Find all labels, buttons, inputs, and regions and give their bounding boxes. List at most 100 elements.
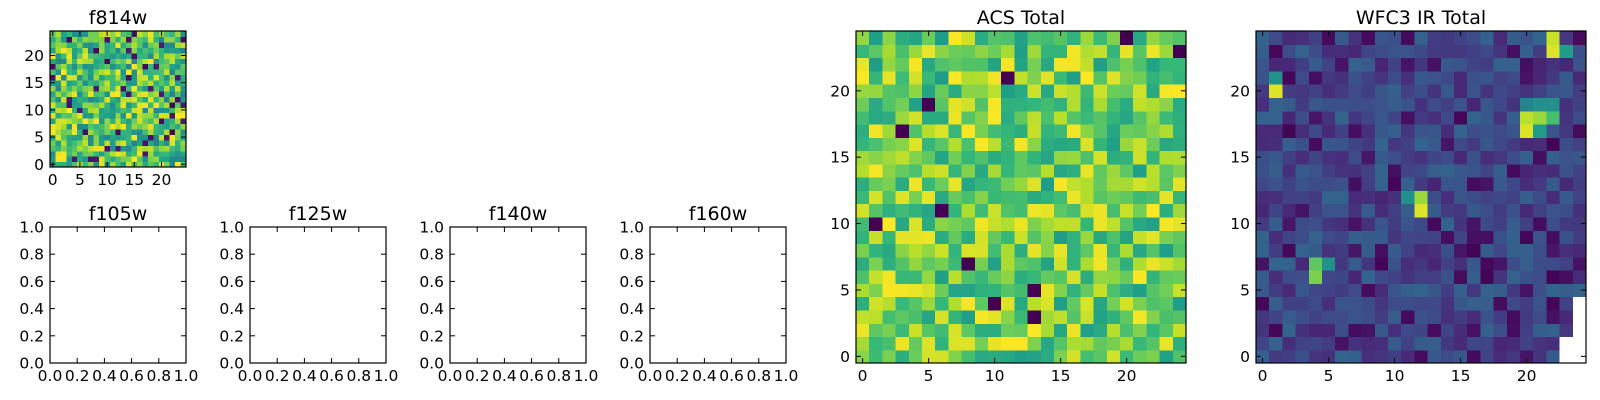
- heatmap-cell: [82, 118, 89, 125]
- heatmap-cell: [856, 150, 870, 165]
- heatmap-cell: [1520, 190, 1534, 205]
- heatmap-cell: [131, 156, 138, 163]
- heatmap-cell: [131, 79, 138, 86]
- heatmap-cell: [104, 79, 111, 86]
- heatmap-cell: [164, 31, 171, 38]
- heatmap-cell: [1159, 84, 1174, 98]
- subplot-title: f125w: [289, 203, 348, 225]
- heatmap-cell: [1146, 243, 1161, 258]
- heatmap-cell: [71, 101, 78, 108]
- heatmap-cell: [153, 31, 160, 38]
- x-tick-label: 0.2: [265, 367, 290, 385]
- heatmap-cell: [109, 58, 116, 65]
- heatmap-cell: [82, 52, 89, 59]
- y-tick-label: 0: [34, 156, 44, 174]
- heatmap-cell: [1146, 216, 1161, 231]
- heatmap-cell: [856, 110, 870, 125]
- heatmap-cell: [60, 123, 67, 130]
- heatmap-cell: [1572, 216, 1587, 231]
- heatmap-cell: [1467, 256, 1481, 271]
- heatmap-cell: [1467, 230, 1481, 245]
- heatmap-cell: [1374, 190, 1389, 205]
- y-tick-label: 5: [840, 281, 850, 299]
- x-tick-label: 10: [1385, 367, 1405, 385]
- heatmap-cell: [1014, 256, 1029, 271]
- heatmap-cell: [1480, 137, 1495, 152]
- heatmap-cell: [895, 309, 910, 324]
- heatmap-cell: [1467, 309, 1481, 324]
- heatmap-cell: [1493, 296, 1508, 311]
- x-tick-label: 0.0: [638, 367, 663, 385]
- heatmap-cell: [1282, 137, 1297, 152]
- heatmap-cell: [1308, 270, 1323, 284]
- heatmap-cell: [1546, 163, 1561, 178]
- heatmap-cell: [1440, 97, 1455, 112]
- heatmap-cell: [1093, 97, 1108, 112]
- heatmap-cell: [1001, 177, 1015, 191]
- heatmap-cell: [71, 79, 78, 86]
- heatmap-cell: [1388, 31, 1402, 45]
- heatmap-cell: [93, 118, 100, 125]
- heatmap-cell: [882, 216, 897, 231]
- heatmap-cell: [1014, 163, 1029, 178]
- heatmap-cell: [180, 85, 187, 92]
- heatmap-cell: [1001, 137, 1015, 152]
- heatmap-cell: [131, 96, 138, 103]
- heatmap-cell: [1159, 190, 1174, 205]
- heatmap-cell: [922, 243, 936, 258]
- heatmap-cell: [1080, 137, 1095, 152]
- heatmap-cell: [1454, 110, 1468, 125]
- heatmap-cell: [1282, 97, 1297, 112]
- heatmap-cell: [60, 139, 67, 146]
- heatmap-cell: [1172, 137, 1187, 152]
- heatmap-cell: [1159, 256, 1174, 271]
- heatmap-cell: [1067, 309, 1081, 324]
- heatmap-cell: [1506, 163, 1521, 178]
- heatmap-cell: [1295, 243, 1310, 258]
- heatmap-cell: [137, 85, 144, 92]
- heatmap-cell: [1282, 190, 1297, 205]
- heatmap-cell: [1335, 349, 1349, 364]
- heatmap-cell: [126, 101, 133, 108]
- heatmap-cell: [1427, 31, 1442, 45]
- heatmap-cell: [1572, 123, 1587, 138]
- heatmap-cell: [922, 203, 936, 218]
- heatmap-cell: [1014, 203, 1029, 218]
- heatmap-cell: [1506, 31, 1521, 45]
- heatmap-cell: [153, 69, 160, 76]
- heatmap-cell: [93, 96, 100, 103]
- heatmap-cell: [1040, 57, 1055, 72]
- heatmap-cell: [856, 216, 870, 231]
- heatmap-cell: [153, 134, 160, 141]
- heatmap-cell: [1335, 137, 1349, 152]
- y-tick-label: 0.0: [19, 355, 44, 373]
- heatmap-cell: [1388, 123, 1402, 138]
- heatmap-cell: [1295, 150, 1310, 165]
- heatmap-cell: [1335, 84, 1349, 98]
- heatmap-cell: [147, 47, 154, 54]
- x-tick-label: 1.0: [374, 367, 399, 385]
- heatmap-cell: [1120, 283, 1134, 298]
- heatmap-cell: [164, 96, 171, 103]
- heatmap-cell: [1467, 31, 1481, 45]
- heatmap-cell: [164, 101, 171, 108]
- heatmap-cell: [1146, 283, 1161, 298]
- heatmap-cell: [142, 123, 149, 130]
- heatmap-cell: [1348, 216, 1363, 231]
- heatmap-cell: [104, 112, 111, 119]
- heatmap-cell: [1146, 123, 1161, 138]
- heatmap-cell: [908, 336, 923, 351]
- heatmap-cell: [1027, 256, 1042, 271]
- heatmap-cell: [1133, 177, 1147, 191]
- heatmap-cell: [948, 270, 963, 284]
- heatmap-cell: [82, 90, 89, 97]
- heatmap-cell: [142, 41, 149, 48]
- heatmap-cell: [1388, 309, 1402, 324]
- heatmap-cell: [1440, 150, 1455, 165]
- heatmap-cell: [131, 63, 138, 70]
- heatmap-cell: [126, 145, 133, 152]
- heatmap-cell: [77, 85, 84, 92]
- heatmap-cell: [1269, 230, 1283, 245]
- heatmap-cell: [93, 41, 100, 48]
- heatmap-cell: [98, 79, 105, 86]
